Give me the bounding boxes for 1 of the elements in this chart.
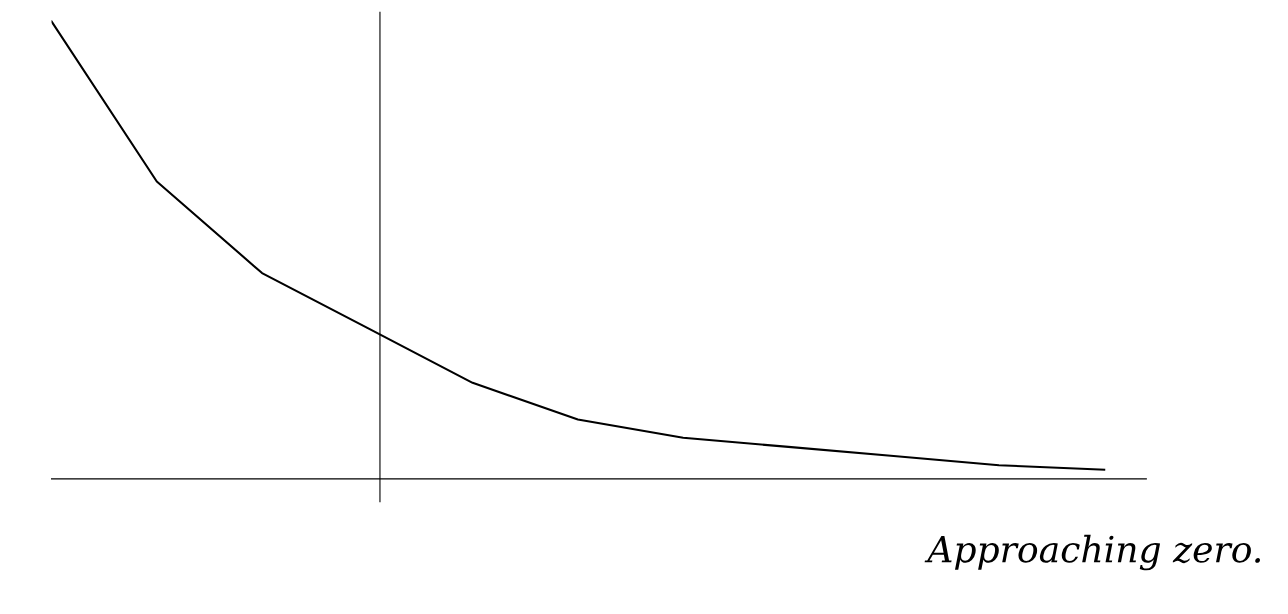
text: Approaching zero. bbox=[924, 534, 1260, 571]
